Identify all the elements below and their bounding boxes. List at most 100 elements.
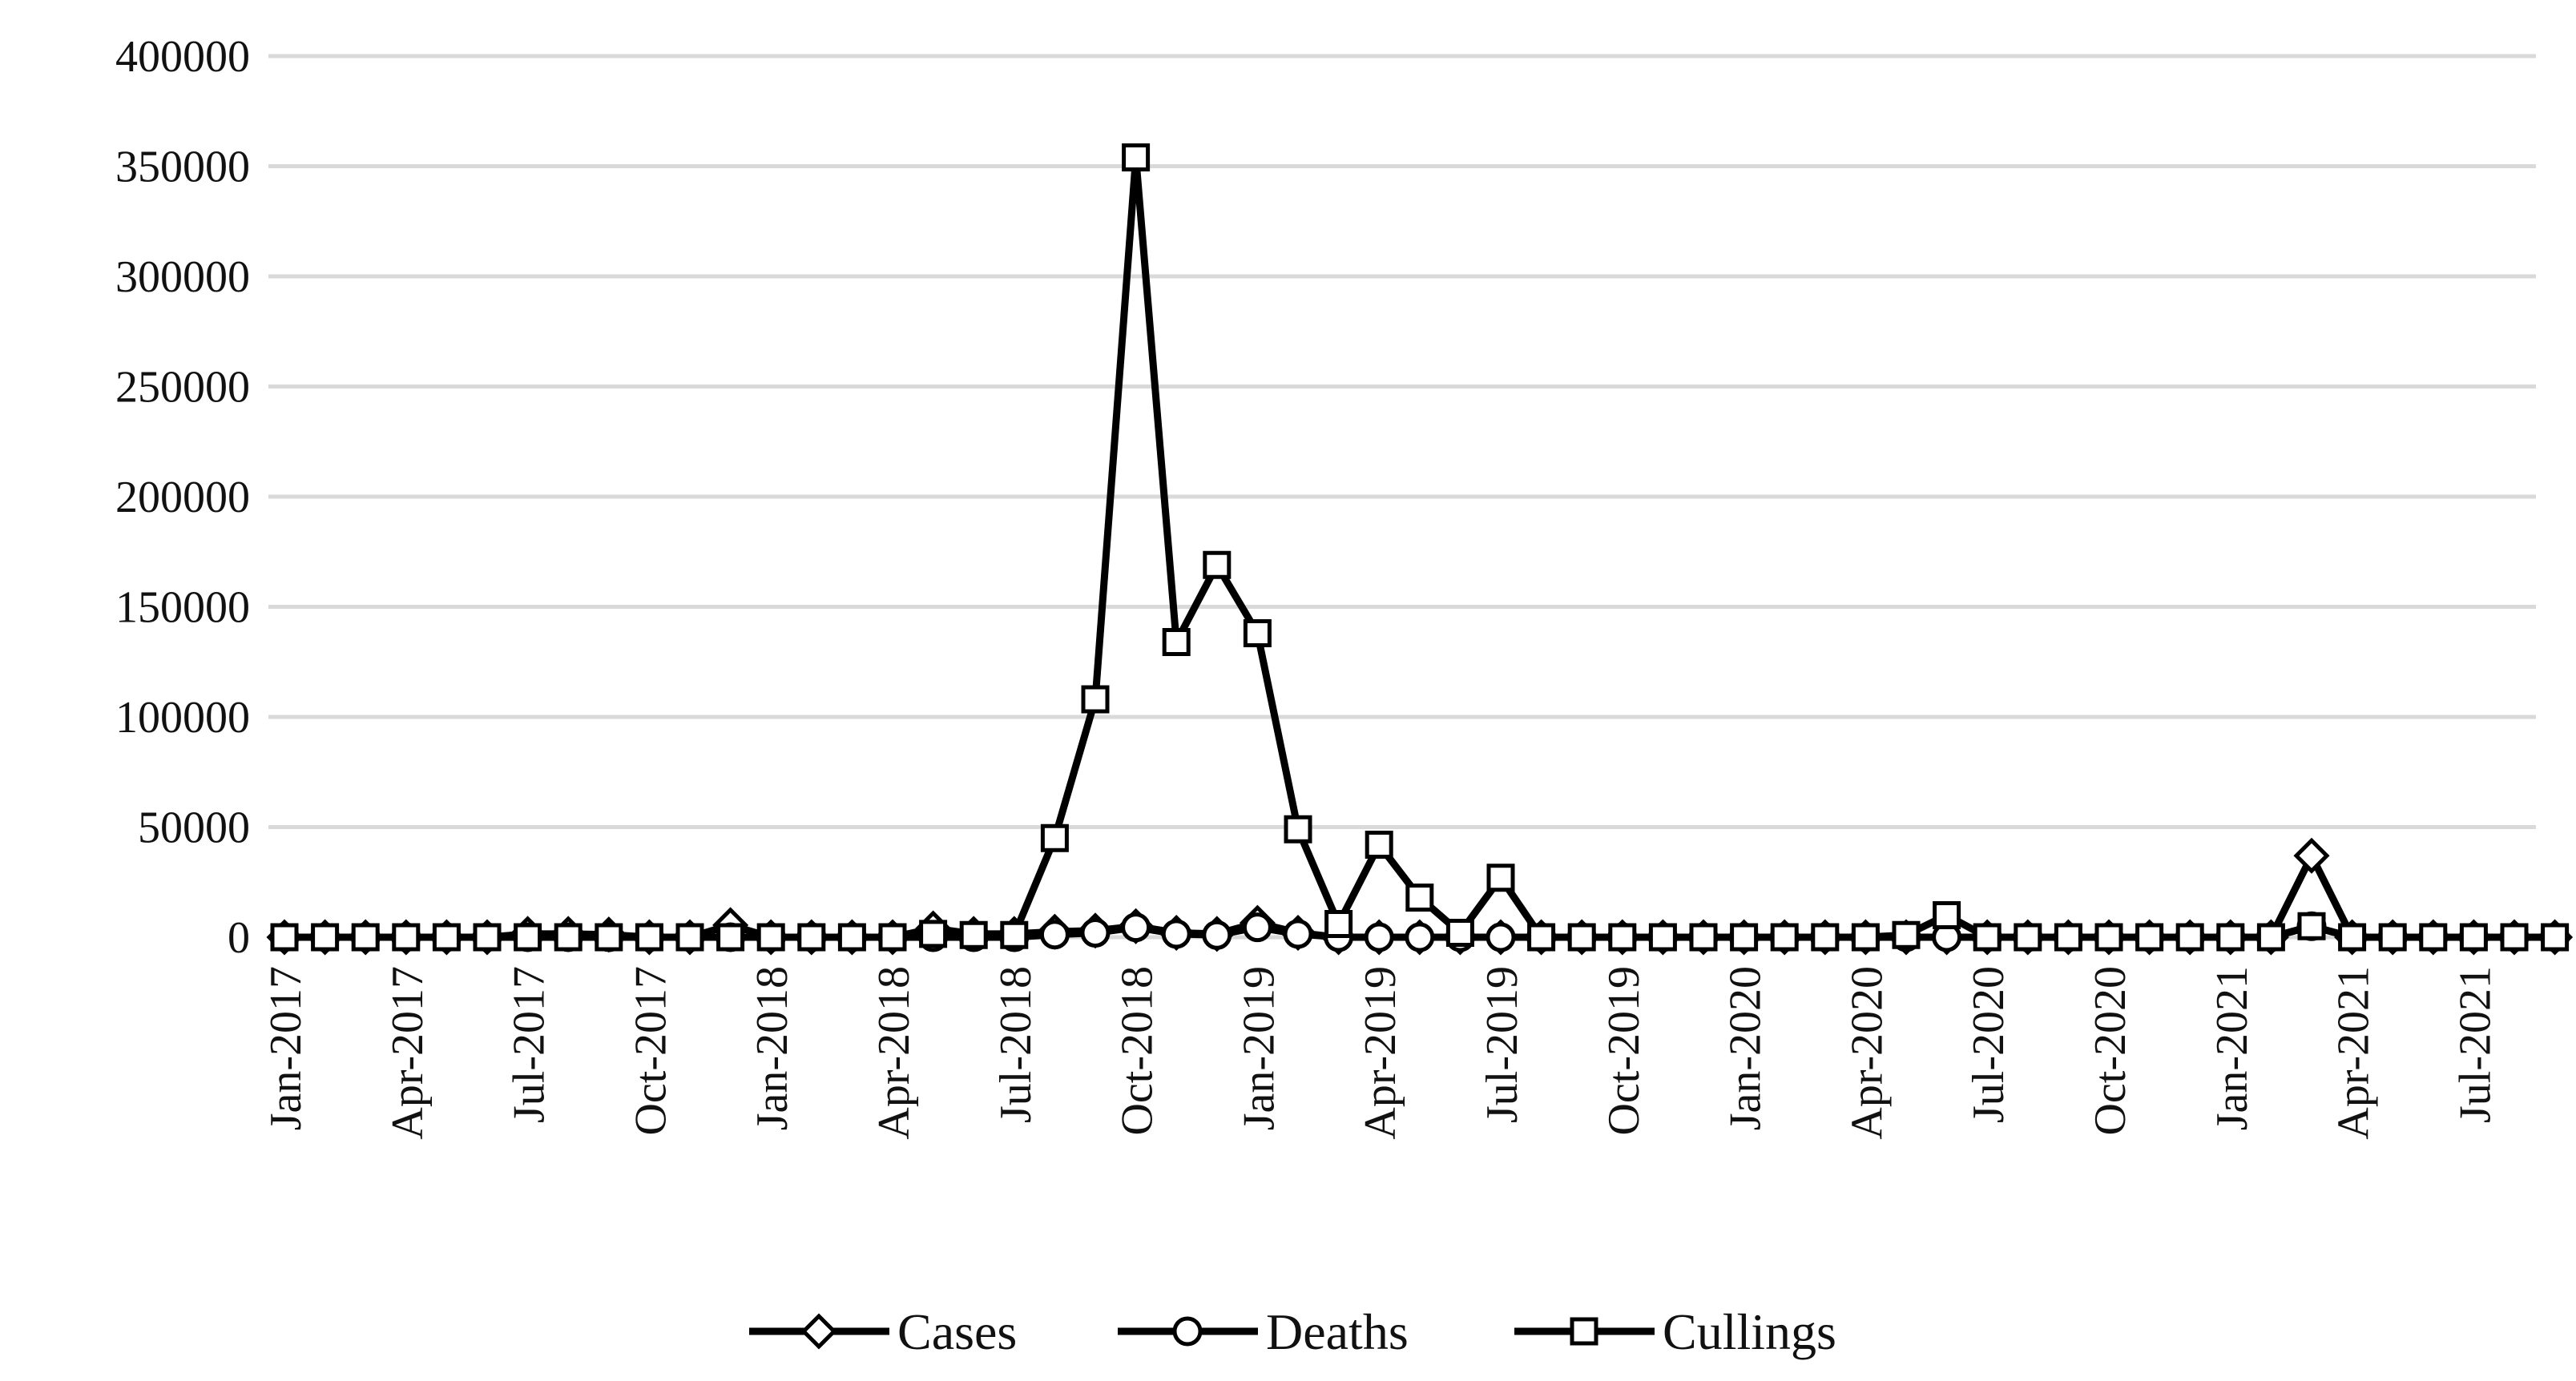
- y-tick-label: 0: [228, 913, 250, 963]
- data-point-cullings: [1730, 923, 1759, 952]
- x-tick-label: Jan-2017: [261, 966, 311, 1130]
- x-tick-label: Jan-2020: [1721, 966, 1771, 1130]
- y-axis-ticks: 0 50000 100000 150000 200000 250000 300000 3500…: [115, 32, 250, 963]
- data-point-deaths: [1283, 919, 1313, 949]
- x-tick-label: Oct-2018: [1113, 966, 1163, 1136]
- data-point-cullings: [1973, 923, 2002, 952]
- x-tick-label: Apr-2021: [2329, 966, 2379, 1140]
- data-point-cullings: [878, 923, 907, 952]
- data-point-cullings: [2500, 923, 2529, 952]
- data-point-deaths: [1242, 912, 1272, 943]
- data-point-cullings: [1203, 550, 1232, 579]
- y-tick-label: 100000: [115, 693, 250, 743]
- data-point-cullings: [270, 923, 299, 952]
- data-point-cullings: [1811, 923, 1840, 952]
- data-point-cullings: [1365, 831, 1393, 859]
- y-tick-label: 350000: [115, 143, 250, 192]
- legend-item-cases: Cases: [749, 1303, 1017, 1360]
- data-point-cullings: [2459, 923, 2488, 952]
- data-point-cullings: [1567, 923, 1596, 952]
- data-point-cullings: [554, 923, 583, 952]
- legend-label: Cullings: [1663, 1303, 1836, 1360]
- x-tick-label: Jul-2021: [2450, 966, 2500, 1123]
- data-point-cullings: [2256, 923, 2285, 952]
- legend-marker: [1172, 1316, 1203, 1347]
- data-point-cullings: [2378, 923, 2407, 952]
- series: [266, 143, 2574, 956]
- data-point-cullings: [1648, 923, 1677, 952]
- y-tick-label: 50000: [138, 803, 250, 853]
- data-point-cullings: [959, 920, 988, 949]
- data-point-cullings: [432, 923, 461, 952]
- y-tick-label: 400000: [115, 32, 250, 82]
- data-point-cullings: [1527, 923, 1556, 952]
- legend-marker: [800, 1313, 837, 1350]
- gridlines: [268, 54, 2536, 940]
- data-point-cullings: [2014, 923, 2042, 952]
- data-point-cullings: [716, 923, 745, 952]
- data-point-cullings: [1892, 920, 1921, 949]
- x-tick-label: Apr-2020: [1842, 966, 1892, 1140]
- data-point-cullings: [1770, 923, 1799, 952]
- data-point-cullings: [1122, 143, 1151, 171]
- data-point-cullings: [635, 923, 663, 952]
- data-point-cullings: [1608, 923, 1637, 952]
- data-point-cullings: [1000, 920, 1029, 949]
- legend-label: Deaths: [1266, 1303, 1409, 1360]
- x-tick-label: Jul-2020: [1964, 966, 2014, 1123]
- data-point-deaths: [1039, 920, 1070, 950]
- legend: Cases Deaths Cullings: [749, 1303, 1836, 1360]
- data-point-cullings: [2338, 923, 2367, 952]
- data-point-cullings: [1405, 884, 1434, 912]
- data-point-cullings: [1324, 910, 1353, 938]
- y-tick-label: 200000: [115, 473, 250, 522]
- x-tick-label: Apr-2018: [869, 966, 919, 1140]
- data-point-deaths: [1161, 919, 1191, 949]
- data-point-cullings: [1445, 919, 1474, 947]
- data-point-cullings: [756, 923, 785, 952]
- x-tick-label: Oct-2017: [626, 966, 675, 1136]
- series-cullings: [270, 143, 2570, 952]
- data-point-cullings: [473, 923, 502, 952]
- data-point-deaths: [1202, 920, 1232, 950]
- x-tick-label: Jul-2019: [1477, 966, 1527, 1123]
- data-point-deaths: [1486, 922, 1516, 952]
- data-point-cullings: [1851, 923, 1880, 952]
- x-tick-label: Oct-2019: [1599, 966, 1649, 1136]
- data-point-cullings: [1243, 619, 1272, 647]
- data-point-cullings: [2419, 923, 2448, 952]
- legend-item-deaths: Deaths: [1118, 1303, 1409, 1360]
- data-point-cullings: [1081, 685, 1110, 714]
- x-tick-label: Jul-2017: [505, 966, 554, 1123]
- data-point-deaths: [1080, 918, 1111, 948]
- legend-item-cullings: Cullings: [1514, 1303, 1836, 1360]
- data-point-cullings: [351, 923, 380, 952]
- data-point-deaths: [1405, 922, 1435, 952]
- data-point-cullings: [1933, 901, 1961, 929]
- x-axis-ticks: Jan-2017 Apr-2017 Jul-2017 Oct-2017 Jan-2018…: [261, 966, 2500, 1140]
- data-point-cullings: [2216, 923, 2245, 952]
- data-point-deaths: [1121, 912, 1151, 943]
- data-point-cullings: [1486, 864, 1515, 892]
- data-point-cases: [2293, 837, 2330, 874]
- data-point-cullings: [2175, 923, 2204, 952]
- data-point-cullings: [2054, 923, 2082, 952]
- data-point-cullings: [1162, 628, 1191, 656]
- x-tick-label: Apr-2017: [383, 966, 433, 1140]
- data-point-cullings: [311, 923, 340, 952]
- y-tick-label: 250000: [115, 363, 250, 413]
- data-point-cullings: [675, 923, 704, 952]
- x-tick-label: Apr-2019: [1356, 966, 1405, 1140]
- x-tick-label: Oct-2020: [2086, 966, 2135, 1136]
- data-point-cullings: [2297, 912, 2326, 940]
- y-tick-label: 300000: [115, 252, 250, 302]
- data-point-cullings: [837, 923, 866, 952]
- data-point-cullings: [392, 923, 421, 952]
- x-tick-label: Jul-2018: [991, 966, 1041, 1123]
- data-point-cullings: [2135, 923, 2164, 952]
- data-point-cullings: [595, 923, 623, 952]
- legend-marker: [1570, 1317, 1598, 1346]
- data-point-cullings: [797, 923, 826, 952]
